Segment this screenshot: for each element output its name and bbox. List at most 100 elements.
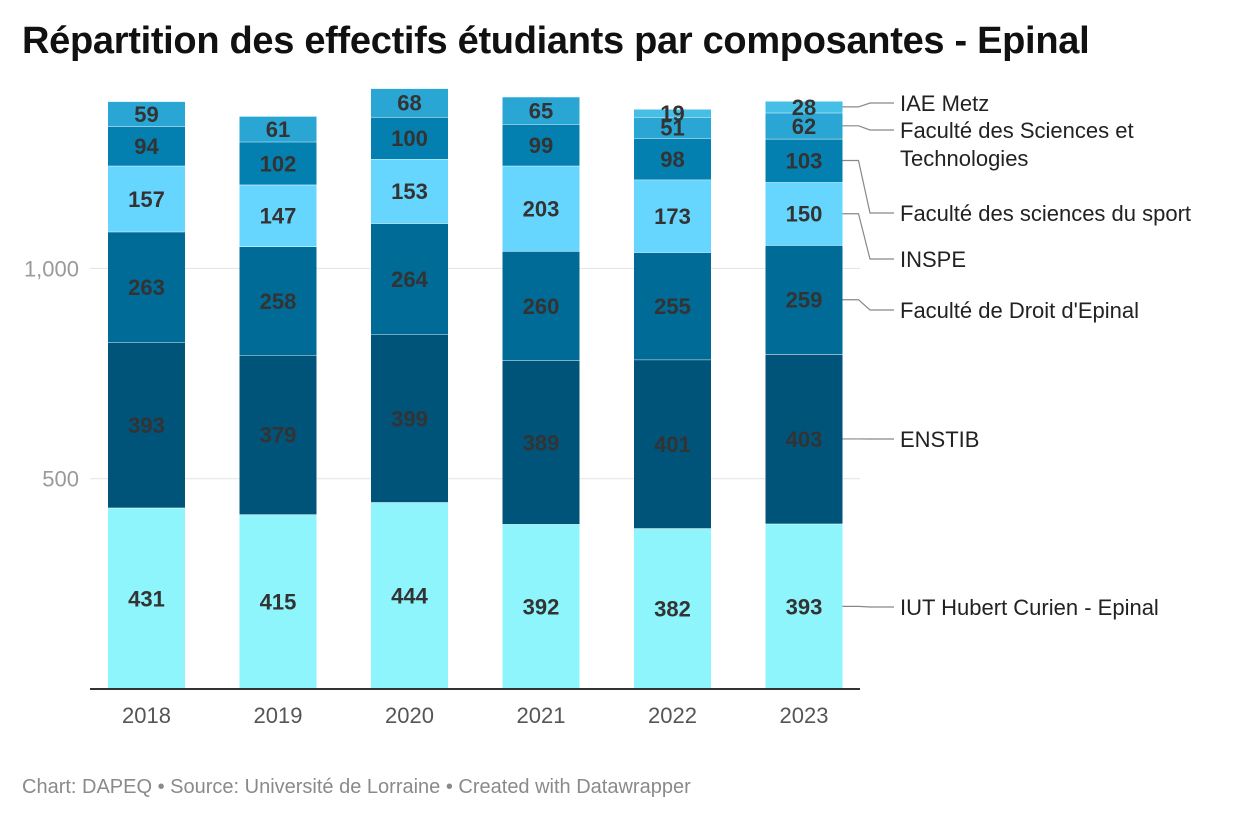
legend-label: Faculté des Sciences et Technologies [900,118,1134,171]
legend-leader-line [842,299,894,311]
legend-leader-line [842,159,894,214]
data-label: 153 [391,179,428,204]
data-label: 203 [523,196,560,221]
data-label: 379 [260,423,297,448]
data-label: 28 [792,95,816,120]
bar-segment [108,342,185,508]
bar-segment [239,246,317,356]
bar-segment [765,182,843,246]
bar-segment [108,101,185,127]
data-label: 393 [128,413,165,438]
legend-label: Faculté de Droit d'Epinal [900,298,1139,323]
legend: IUT Hubert Curien - Epinal ENSTIB Faculté … [842,91,1191,620]
data-label: 264 [391,267,428,292]
x-tick-label: 2020 [385,703,434,728]
bar-segment [502,165,580,252]
data-label: 98 [660,147,684,172]
chart-footer: Chart: DAPEQ • Source: Université de Lor… [22,776,691,798]
data-label: 401 [654,432,691,457]
legend-leader-line [842,605,894,608]
bar-segment [502,124,580,166]
bar-segment [765,245,843,355]
data-label: 102 [260,151,297,176]
x-tick-label: 2019 [254,703,303,728]
bar-segment [765,523,843,689]
chart-title: Répartition des effectifs étudiants par … [22,20,1090,62]
grid-lines [90,267,860,480]
bar-segment [108,231,185,343]
axes: 500 1,000 2018 2019 2020 2021 2022 2023 [24,256,860,728]
data-label: 389 [523,430,560,455]
data-label: 263 [128,275,165,300]
bar-segment [502,251,580,361]
bar-segment [634,359,711,529]
legend-label: ENSTIB [900,427,979,452]
bar-segment [634,528,711,689]
data-label: 100 [391,126,428,151]
bar-segment [634,252,711,360]
legend-leader-line [842,102,894,108]
bar-segment [371,88,448,117]
data-label: 51 [660,116,684,141]
data-label: 62 [792,114,816,139]
data-label: 68 [397,91,421,116]
legend-label: IUT Hubert Curien - Epinal [900,595,1159,620]
bar-segment [502,524,580,689]
bars: 431 393 263 157 94 59 415 379 258 147 102 61 444 399 2… [108,87,843,689]
legend-label: Faculté des sciences du sport [900,201,1191,226]
bar-segment [634,138,711,180]
data-label: 61 [266,117,290,142]
data-label: 94 [134,134,159,159]
data-label: 65 [529,98,553,123]
data-label: 259 [786,288,823,313]
data-label: 173 [654,204,691,229]
bar-segment [371,223,448,335]
data-label: 59 [134,102,158,127]
data-label: 150 [786,202,823,227]
x-tick-label: 2022 [648,703,697,728]
data-label: 392 [523,595,560,620]
bar-segment [239,116,317,142]
legend-leader-line [842,213,894,260]
bar-segment [239,141,317,185]
bar-segment [371,502,448,689]
bar-segment [108,165,185,232]
bar-segment [371,116,448,160]
bar-segment [634,108,711,117]
legend-leader-line [842,125,894,131]
data-label: 444 [391,584,428,609]
data-label: 147 [260,204,297,229]
data-label: 393 [786,594,823,619]
bar-segment [371,159,448,224]
x-tick-label: 2021 [517,703,566,728]
bar-segment [108,126,185,166]
data-label: 103 [786,149,823,174]
bar-segment [371,334,448,503]
x-tick-label: 2023 [780,703,829,728]
data-label: 399 [391,406,428,431]
data-label: 258 [260,289,297,314]
bar-segment [239,514,317,689]
legend-label: INSPE [900,247,966,272]
bar-segment [765,112,843,139]
bar-segment [108,507,185,689]
x-tick-label: 2018 [122,703,171,728]
data-label: 415 [260,590,297,615]
data-label: 431 [128,586,165,611]
data-label: 255 [654,294,691,319]
bar-segment [239,355,317,515]
data-label: 260 [523,294,560,319]
data-label: 403 [786,427,823,452]
data-label: 157 [128,187,165,212]
y-tick-label: 1,000 [24,256,79,281]
bar-segment [502,96,580,125]
bar-segment [239,184,317,247]
bar-segment [765,354,843,524]
data-label: 99 [529,133,553,158]
bar-segment [634,116,711,139]
y-tick-label: 500 [42,467,79,492]
bar-segment [502,360,580,525]
data-label: 382 [654,597,691,622]
bar-segment [765,138,843,183]
